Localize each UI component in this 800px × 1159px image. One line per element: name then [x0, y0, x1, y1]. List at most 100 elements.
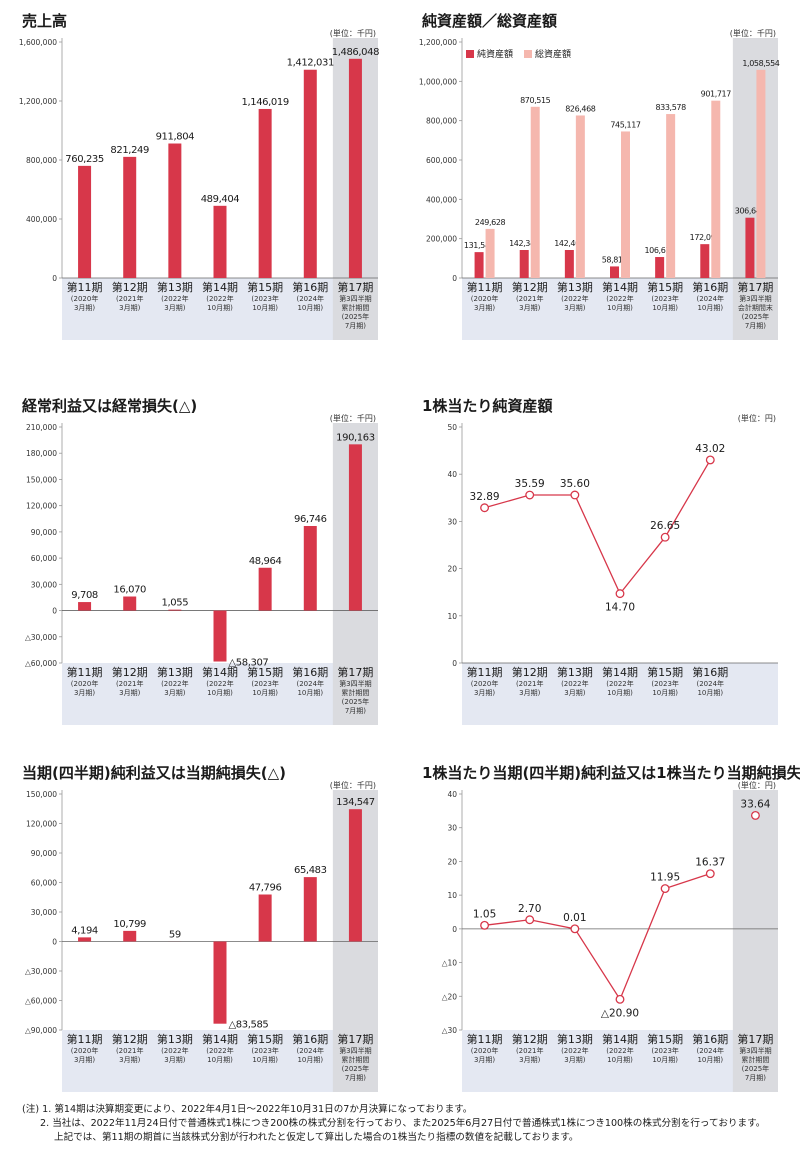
- bar-total-assets: [621, 131, 630, 278]
- data-label: 96,746: [294, 514, 327, 525]
- bar: [78, 937, 92, 942]
- y-tick-label: 400,000: [26, 215, 57, 224]
- x-tick-sublabel: 第3四半期: [339, 1046, 371, 1055]
- data-label: 142,343: [509, 239, 540, 248]
- x-tick-sublabel: 10月期): [297, 689, 323, 697]
- y-tick-label: △30,000: [25, 967, 57, 976]
- ordinary-profit-chart: △60,000 △30,000 0 30,000 60,000 90,000 120,000…: [25, 413, 378, 725]
- data-label: 43.02: [695, 443, 725, 455]
- x-tick-sublabel: (2022年: [206, 1046, 234, 1055]
- bar: [348, 58, 362, 278]
- y-tick-label: 1,200,000: [419, 38, 457, 47]
- data-label: 745,117: [610, 120, 641, 129]
- data-point: [615, 994, 625, 1004]
- data-label: 1,055: [162, 598, 189, 609]
- bar: [303, 69, 317, 278]
- x-tick-sublabel: 3月期): [564, 304, 585, 312]
- footnotes: (注) 1. 第14期は決算期変更により、2022年4月1日～2022年10月3…: [22, 1103, 792, 1145]
- y-tick-label: 150,000: [26, 475, 57, 484]
- data-label: 16,070: [113, 585, 146, 596]
- x-tick-sublabel: (2023年: [251, 679, 279, 688]
- legend-label: 純資産額: [477, 48, 513, 60]
- bar: [213, 610, 227, 662]
- bar: [303, 525, 317, 611]
- x-tick-sublabel: 10月期): [252, 689, 278, 697]
- x-tick-sublabel: 10月期): [697, 304, 723, 312]
- footnote-1: (注) 1. 第14期は決算期変更により、2022年4月1日～2022年10月3…: [22, 1104, 473, 1115]
- data-label: 826,468: [565, 104, 596, 113]
- x-tick-label: 第11期: [67, 280, 103, 294]
- x-tick-sublabel: 10月期): [607, 1056, 633, 1064]
- series-line: [484, 873, 711, 1001]
- label-band: [62, 1030, 378, 1092]
- x-tick-sublabel: 7月期): [345, 707, 366, 715]
- x-tick-sublabel: 10月期): [297, 304, 323, 312]
- series-line: [484, 459, 711, 595]
- data-label: 306,645: [735, 207, 766, 216]
- x-tick-label: 第14期: [202, 1032, 238, 1046]
- chart-panel-bps: 1株当たり純資産額 0 10 20 30 40 50 (単位：円) 第11期 (2020年 3月期…: [400, 385, 800, 730]
- x-tick-label: 第16期: [292, 280, 328, 294]
- label-band: [462, 1030, 778, 1092]
- data-label: 1,486,048: [332, 47, 379, 58]
- data-point: [660, 884, 670, 894]
- x-tick-sublabel: 10月期): [697, 1056, 723, 1064]
- y-tick-label: 30,000: [31, 908, 57, 917]
- x-tick-sublabel: 10月期): [652, 304, 678, 312]
- data-label: 32.89: [470, 491, 500, 503]
- data-label: 131,544: [464, 241, 495, 250]
- bar-net-assets: [700, 244, 710, 278]
- bar-total-assets: [485, 228, 495, 278]
- x-tick-sublabel: (2022年: [606, 679, 634, 688]
- x-tick-sublabel: 3月期): [474, 1056, 495, 1064]
- data-label: 249,628: [475, 218, 506, 227]
- data-label: 172,097: [690, 233, 721, 242]
- bar-total-assets: [530, 106, 540, 279]
- data-label: 821,249: [110, 145, 149, 156]
- x-tick-label: 第15期: [247, 1032, 283, 1046]
- x-tick-label: 第16期: [292, 665, 328, 679]
- unit-label: (単位：円): [738, 413, 776, 423]
- chart-panel-netincome: 当期(四半期)純利益又は当期純損失(△) △90,000 △60,000 △30,0…: [0, 752, 400, 1097]
- y-tick-label: 0: [452, 274, 457, 283]
- bar-net-assets: [564, 249, 574, 278]
- x-tick-sublabel: 10月期): [207, 1056, 233, 1064]
- data-point: [615, 589, 625, 599]
- x-tick-sublabel: 3月期): [519, 689, 540, 697]
- x-tick-sublabel: (2022年: [561, 294, 589, 303]
- x-tick-sublabel: 3月期): [164, 1056, 185, 1064]
- net-income-chart: △90,000 △60,000 △30,000 0 30,000 60,000 90,000…: [25, 780, 378, 1092]
- data-label: △83,585: [229, 1020, 269, 1031]
- y-tick-label: 600,000: [426, 156, 457, 165]
- footnote-2: 2. 当社は、2022年11月24日付で普通株式1株につき200株の株式分割を行…: [40, 1118, 766, 1129]
- y-tick-label: 50: [447, 423, 457, 432]
- x-tick-label: 第15期: [647, 665, 683, 679]
- x-tick-sublabel: 10月期): [697, 689, 723, 697]
- x-tick-sublabel: 3月期): [519, 304, 540, 312]
- x-tick-sublabel: 会計期間末: [738, 303, 773, 312]
- x-tick-label: 第12期: [112, 280, 148, 294]
- x-tick-sublabel: 10月期): [607, 304, 633, 312]
- x-tick-label: 第13期: [557, 665, 593, 679]
- bar-net-assets: [655, 257, 665, 278]
- data-label: 870,515: [520, 96, 551, 105]
- x-tick-sublabel: (2021年: [516, 1046, 544, 1055]
- x-tick-sublabel: 10月期): [607, 689, 633, 697]
- bar: [123, 596, 137, 611]
- x-tick-sublabel: (2020年: [471, 679, 499, 688]
- x-tick-sublabel: (2025年: [342, 697, 370, 706]
- y-tick-label: 40: [447, 790, 457, 799]
- data-label: 106,614: [644, 246, 675, 255]
- data-point: [480, 920, 490, 930]
- x-tick-sublabel: 7月期): [745, 1074, 766, 1082]
- x-tick-sublabel: (2024年: [697, 294, 725, 303]
- y-tick-label: 120,000: [26, 502, 57, 511]
- data-label: 1,412,031: [287, 58, 334, 69]
- highlight-column: [732, 790, 778, 1092]
- y-tick-label: 1,600,000: [19, 38, 57, 47]
- x-tick-sublabel: 第3四半期: [339, 679, 371, 688]
- x-tick-label: 第17期: [737, 1032, 773, 1046]
- sales-chart: 0 400,000 800,000 1,200,000 1,600,000 (単位：千円)…: [19, 28, 380, 340]
- x-tick-sublabel: 7月期): [345, 1074, 366, 1082]
- x-tick-sublabel: (2020年: [471, 294, 499, 303]
